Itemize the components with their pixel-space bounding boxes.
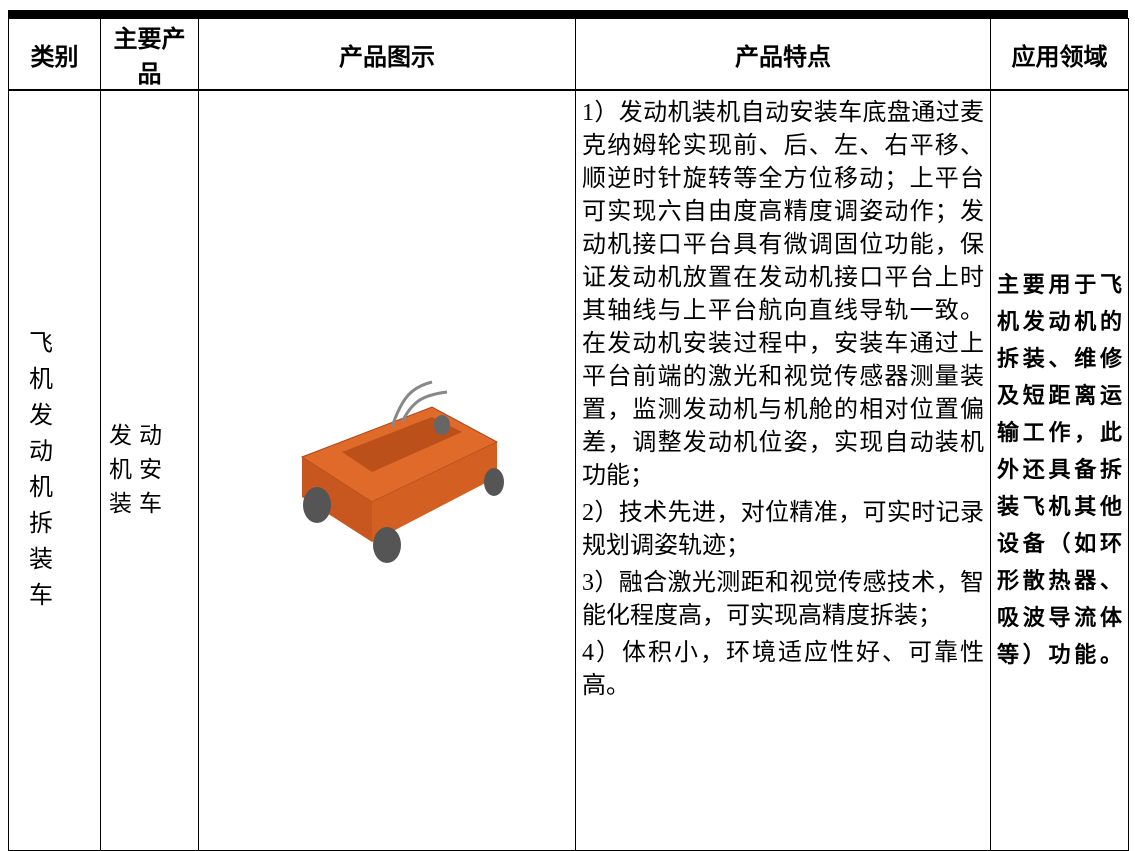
body-row: 飞机发动机拆装车 发动机安装车 1）发动机装机自动安装车底盘通过麦克纳姆轮实现前… <box>8 89 1129 851</box>
feature-item: 1）发动机装机自动安装车底盘通过麦克纳姆轮实现前、后、左、右平移、顺逆时针旋转等… <box>582 100 984 489</box>
header-cell: 应用领域 <box>990 18 1129 91</box>
header-cell: 产品特点 <box>575 18 991 91</box>
header-cell: 主要产品 <box>100 18 199 91</box>
feature-item: 4）体积小，环境适应性好、可靠性高。 <box>582 640 984 699</box>
product-table: 类别 主要产品 产品图示 产品特点 应用领域 飞机发动机拆装车 发动机安装车 1… <box>8 18 1129 851</box>
image-cell <box>198 89 576 851</box>
header-row: 类别 主要产品 产品图示 产品特点 应用领域 <box>8 18 1129 91</box>
feature-item: 2）技术先进，对位精准，可实时记录规划调姿轨迹； <box>582 500 984 559</box>
header-cell: 产品图示 <box>198 18 576 91</box>
product-cell: 发动机安装车 <box>100 89 199 851</box>
category-cell: 飞机发动机拆装车 <box>8 89 101 851</box>
application-cell: 主要用于飞机发动机的拆装、维修及短距离运输工作，此外还具备拆装飞机其他设备（如环… <box>990 89 1129 851</box>
feature-item: 3）融合激光测距和视觉传感技术，智能化程度高，可实现高精度拆装； <box>582 570 984 629</box>
product-image <box>300 380 504 563</box>
header-cell: 类别 <box>8 18 101 91</box>
features-cell: 1）发动机装机自动安装车底盘通过麦克纳姆轮实现前、后、左、右平移、顺逆时针旋转等… <box>575 89 991 851</box>
document: 类别 主要产品 产品图示 产品特点 应用领域 飞机发动机拆装车 发动机安装车 1… <box>8 10 1129 851</box>
